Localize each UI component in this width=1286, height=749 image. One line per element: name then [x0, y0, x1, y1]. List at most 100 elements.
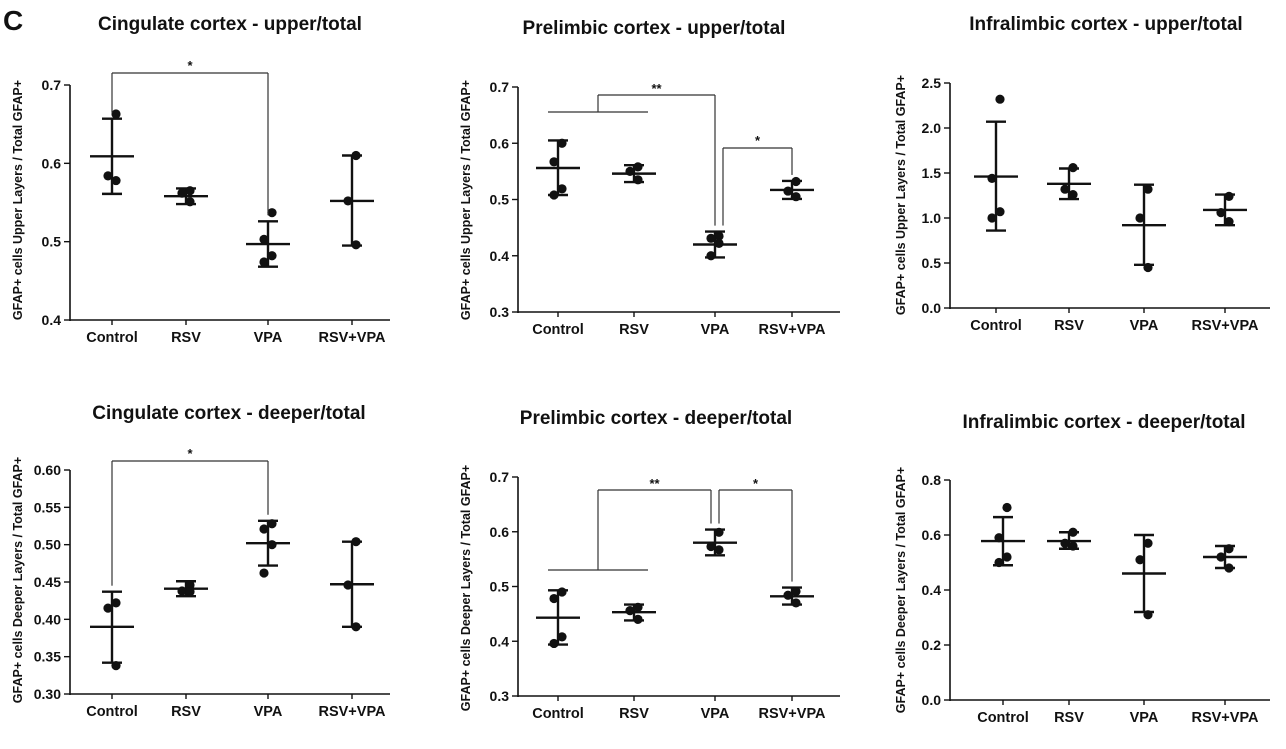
- data-point: [1224, 191, 1234, 201]
- data-point: [1135, 213, 1145, 223]
- x-tick-label: VPA: [254, 704, 283, 720]
- data-point: [1216, 208, 1226, 218]
- y-tick-label: 0.4: [42, 312, 62, 328]
- x-tick-label: RSV+VPA: [1191, 318, 1259, 334]
- y-tick-label: 0.6: [922, 527, 942, 543]
- data-point: [549, 190, 559, 200]
- x-tick-label: VPA: [701, 322, 730, 338]
- x-tick-label: RSV: [171, 330, 201, 346]
- data-point: [1060, 538, 1070, 548]
- data-point: [994, 533, 1004, 543]
- x-tick-label: Control: [532, 322, 584, 338]
- x-tick-label: Control: [977, 710, 1029, 726]
- data-point: [706, 541, 716, 552]
- significance-label: **: [651, 81, 662, 96]
- x-tick-label: Control: [86, 704, 138, 720]
- x-tick-label: RSV: [1054, 318, 1084, 334]
- x-tick-label: Control: [86, 330, 138, 346]
- y-tick-label: 0.5: [490, 579, 510, 595]
- data-point: [783, 186, 793, 196]
- data-point: [1002, 502, 1012, 513]
- chart-title: Cingulate cortex - upper/total: [98, 14, 362, 35]
- data-point: [994, 557, 1004, 568]
- data-point: [351, 622, 361, 632]
- y-tick-label: 0.7: [42, 77, 62, 93]
- data-point: [185, 580, 195, 590]
- data-point: [791, 192, 801, 202]
- data-point: [111, 109, 121, 119]
- significance-label: *: [187, 58, 193, 73]
- y-tick-label: 0.40: [34, 611, 61, 627]
- data-point: [1135, 555, 1145, 565]
- chart-title: Infralimbic cortex - deeper/total: [963, 412, 1246, 433]
- data-point: [185, 587, 195, 597]
- data-point: [111, 175, 121, 186]
- y-tick-label: 0.6: [42, 155, 62, 171]
- data-point: [1224, 544, 1234, 554]
- data-point: [557, 138, 567, 148]
- data-point: [267, 540, 277, 550]
- chart-panel-2: Prelimbic cortex - upper/total GFAP+ cell…: [459, 18, 840, 338]
- y-tick-label: 0.50: [34, 537, 61, 553]
- chart-title: Cingulate cortex - deeper/total: [92, 403, 365, 424]
- data-point: [185, 197, 195, 207]
- data-point: [259, 568, 269, 578]
- data-point: [267, 251, 277, 261]
- data-point: [549, 157, 559, 167]
- data-point: [1068, 527, 1078, 537]
- y-tick-label: 0.5: [42, 234, 62, 250]
- chart-title: Infralimbic cortex - upper/total: [969, 14, 1242, 35]
- significance-label: **: [649, 476, 660, 491]
- data-point: [791, 586, 801, 597]
- data-point: [714, 231, 724, 241]
- data-point: [995, 207, 1005, 217]
- data-point: [714, 545, 724, 555]
- data-point: [633, 602, 643, 612]
- data-point: [549, 593, 559, 604]
- data-point: [706, 233, 716, 243]
- data-point: [791, 176, 801, 187]
- data-point: [267, 208, 277, 218]
- data-point: [625, 605, 635, 616]
- chart-panel-1: Cingulate cortex - upper/total GFAP+ cell…: [11, 14, 390, 346]
- x-tick-label: RSV+VPA: [318, 330, 386, 346]
- y-axis-label: GFAP+ cells Deeper Layers / Total GFAP+: [459, 465, 473, 711]
- data-point: [557, 587, 567, 597]
- x-tick-label: Control: [970, 318, 1022, 334]
- data-point: [557, 632, 567, 642]
- data-point: [1002, 552, 1012, 562]
- significance-label: *: [187, 446, 193, 461]
- y-tick-label: 0.35: [34, 649, 61, 665]
- chart-title: Prelimbic cortex - deeper/total: [520, 408, 792, 429]
- data-point: [1143, 538, 1153, 548]
- data-point: [259, 524, 269, 534]
- data-point: [351, 240, 361, 250]
- data-point: [633, 175, 643, 185]
- data-point: [625, 166, 635, 176]
- y-tick-label: 1.0: [922, 210, 942, 226]
- data-point: [557, 184, 567, 194]
- x-tick-label: VPA: [701, 706, 730, 722]
- data-point: [987, 173, 997, 183]
- y-axis-label: GFAP+ cells Deeper Layers / Total GFAP+: [894, 467, 908, 713]
- data-point: [111, 598, 121, 608]
- y-tick-label: 0.2: [922, 637, 942, 653]
- data-point: [1143, 262, 1153, 273]
- x-tick-label: Control: [532, 706, 584, 722]
- x-tick-label: VPA: [1130, 710, 1159, 726]
- y-tick-label: 0.7: [490, 79, 510, 95]
- y-tick-label: 0.60: [34, 462, 61, 478]
- y-tick-label: 0.0: [922, 300, 942, 316]
- x-tick-label: RSV: [171, 704, 201, 720]
- chart-title: Prelimbic cortex - upper/total: [523, 18, 786, 39]
- data-point: [1068, 163, 1078, 173]
- x-tick-label: RSV: [1054, 710, 1084, 726]
- y-tick-label: 0.45: [34, 574, 61, 590]
- x-tick-label: RSV+VPA: [1191, 710, 1259, 726]
- data-point: [714, 238, 724, 248]
- data-point: [714, 527, 724, 537]
- data-point: [1224, 217, 1234, 227]
- data-point: [111, 661, 121, 671]
- y-tick-label: 2.5: [922, 75, 942, 91]
- data-point: [633, 614, 643, 624]
